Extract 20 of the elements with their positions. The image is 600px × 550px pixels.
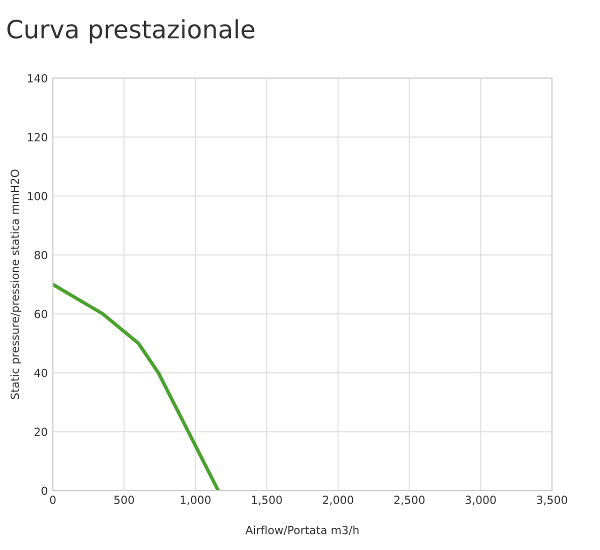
y-tick-label: 20 xyxy=(34,428,48,436)
x-tick-label: 2,500 xyxy=(394,496,425,506)
y-tick-label: 60 xyxy=(34,310,48,318)
y-tick-label: 0 xyxy=(42,486,48,495)
x-tick-label: 1,500 xyxy=(252,496,282,506)
x-tick-label: 500 xyxy=(114,496,134,504)
x-tick-label: 3,000 xyxy=(466,496,496,506)
x-tick-label: 0 xyxy=(50,496,56,504)
line-series xyxy=(52,282,220,491)
x-tick-label: 3,500 xyxy=(536,496,568,506)
chart-title: Curva prestazionale xyxy=(7,19,254,44)
y-tick-label: 140 xyxy=(28,74,48,82)
y-tick-label: 120 xyxy=(28,133,48,142)
x-tick-label: 2,000 xyxy=(322,496,354,506)
x-tick-label: 1,000 xyxy=(180,496,211,506)
y-tick-label: 40 xyxy=(34,368,48,378)
y-axis-title: Static pressure/pressione statica mmH2O xyxy=(10,170,22,399)
y-tick-label: 80 xyxy=(34,250,48,260)
y-tick-label: 100 xyxy=(28,192,48,200)
x-axis-title: Airflow/Portata m3/h xyxy=(245,526,359,536)
